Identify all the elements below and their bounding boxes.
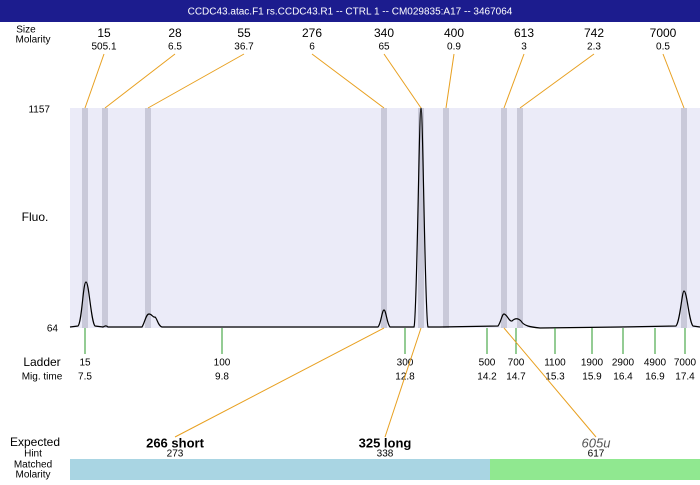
band-connector <box>503 53 525 109</box>
band-molarity: 65 <box>378 42 390 53</box>
matched-bar <box>70 459 490 480</box>
trace <box>69 107 700 329</box>
row-label: Expected <box>10 435 60 449</box>
band-marker <box>443 108 449 328</box>
ladder-size: 1900 <box>581 358 604 369</box>
hint: 617 <box>588 449 605 460</box>
band-size: 276 <box>302 26 322 40</box>
hint: 338 <box>377 449 394 460</box>
y-min: 64 <box>47 324 59 335</box>
ladder-size: 15 <box>79 358 91 369</box>
ladder-size: 700 <box>508 358 525 369</box>
band-size: 55 <box>237 26 251 40</box>
expected: 266 short <box>146 435 204 450</box>
band-molarity: 0.5 <box>656 42 670 53</box>
band-molarity: 6 <box>309 42 315 53</box>
ladder-time: 7.5 <box>78 372 92 383</box>
title-bar <box>0 0 700 22</box>
ladder-time: 17.4 <box>675 372 695 383</box>
band-size: 742 <box>584 26 604 40</box>
match-connector <box>503 327 597 438</box>
ladder-time: 14.2 <box>477 372 497 383</box>
time-label: Mig. time <box>22 372 63 383</box>
band-molarity: 3 <box>521 42 527 53</box>
row-label: Matched <box>14 460 52 471</box>
ladder-size: 300 <box>397 358 414 369</box>
ladder-time: 15.3 <box>545 372 565 383</box>
band-connector <box>311 53 385 109</box>
band-marker <box>145 108 151 328</box>
band-molarity: 2.3 <box>587 42 601 53</box>
row-label: Hint <box>24 449 42 460</box>
row-label: Molarity <box>15 35 50 46</box>
match-connector <box>384 327 422 438</box>
band-size: 340 <box>374 26 394 40</box>
row-label: Size <box>16 25 36 36</box>
band-size: 28 <box>168 26 182 40</box>
y-axis-label: Fluo. <box>22 210 49 224</box>
band-connector <box>104 53 176 109</box>
ladder-time: 9.8 <box>215 372 229 383</box>
band-connector <box>445 53 455 109</box>
ladder-time: 15.9 <box>582 372 602 383</box>
ladder-time: 14.7 <box>506 372 526 383</box>
band-marker <box>102 108 108 328</box>
band-connector <box>147 53 245 109</box>
band-connector <box>662 53 685 109</box>
ladder-size: 500 <box>479 358 496 369</box>
ladder-size: 7000 <box>674 358 697 369</box>
band-size: 15 <box>97 26 111 40</box>
band-molarity: 505.1 <box>91 42 116 53</box>
band-marker <box>82 108 88 328</box>
band-connector <box>84 53 105 109</box>
expected: 605u <box>582 435 611 450</box>
band-connector <box>519 53 595 109</box>
matched-bar <box>490 459 700 480</box>
band-size: 400 <box>444 26 464 40</box>
hint: 273 <box>167 449 184 460</box>
expected: 325 long <box>359 435 412 450</box>
y-max: 1157 <box>28 105 50 116</box>
match-connector <box>174 327 385 438</box>
band-molarity: 36.7 <box>234 42 254 53</box>
band-molarity: 0.9 <box>447 42 461 53</box>
band-connector <box>383 53 422 109</box>
row-label: Molarity <box>15 470 50 480</box>
ladder-size: 1100 <box>544 358 566 369</box>
ladder-time: 16.4 <box>613 372 633 383</box>
title: CCDC43.atac.F1 rs.CCDC43.R1 -- CTRL 1 --… <box>188 7 513 18</box>
ladder-time: 16.9 <box>645 372 665 383</box>
ladder-size: 100 <box>214 358 231 369</box>
band-marker <box>517 108 523 328</box>
band-molarity: 6.5 <box>168 42 182 53</box>
ladder-size: 4900 <box>644 358 667 369</box>
ladder-size: 2900 <box>612 358 635 369</box>
band-marker <box>501 108 507 328</box>
band-size: 613 <box>514 26 534 40</box>
ladder-label: Ladder <box>23 355 60 369</box>
band-marker <box>681 108 687 328</box>
band-size: 7000 <box>650 26 677 40</box>
band-marker <box>418 108 424 328</box>
band-marker <box>381 108 387 328</box>
